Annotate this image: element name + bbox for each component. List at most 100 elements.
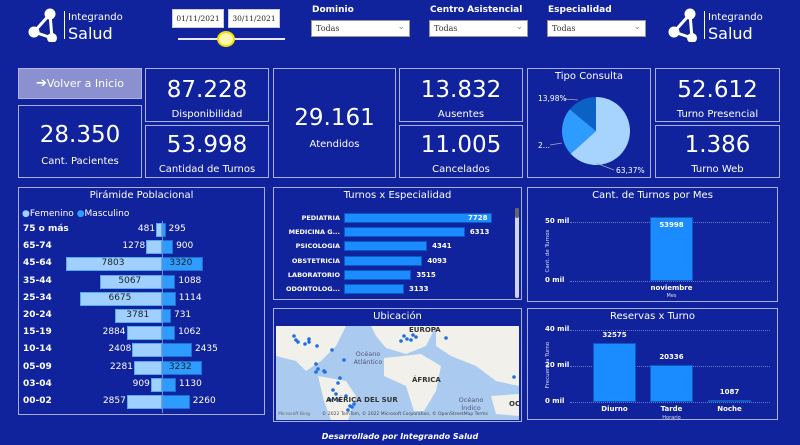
x-axis-title: Mes: [666, 293, 677, 299]
bar-masculino: [162, 343, 192, 358]
chart-title: Tipo Consulta: [554, 71, 624, 82]
kpi-label: Cant. Pacientes: [41, 156, 119, 167]
kpi-pacientes: 28.350 Cant. Pacientes: [18, 105, 142, 178]
axis-line: [162, 221, 163, 413]
bar-masculino: [162, 274, 176, 289]
location-marker: [307, 337, 311, 341]
select-value: Todas: [316, 24, 340, 33]
logo-text: Salud: [708, 24, 753, 43]
kpi-label: Disponibilidad: [171, 109, 243, 120]
category-label: LABORATORIO: [287, 270, 340, 279]
bar-value: 32575: [602, 331, 627, 340]
location-marker: [328, 398, 332, 402]
logo-text: Salud: [68, 24, 113, 43]
kpi-value: 1.386: [684, 132, 751, 158]
chart-title: Reservas x Turno: [610, 311, 695, 322]
bar-femenino: [79, 291, 162, 306]
category-label: OBSTETRICIA: [291, 256, 340, 265]
bar: [344, 284, 404, 294]
kpi-label: Turno Presencial: [676, 109, 759, 120]
kpi-label: Ausentes: [437, 109, 485, 120]
pie-leader-line: [563, 98, 579, 101]
kpi-value: 52.612: [677, 77, 758, 103]
logo-right: Integrando Salud: [668, 8, 763, 43]
bar-masculino: [162, 240, 174, 255]
location-marker: [315, 344, 319, 348]
scrollbar-thumb[interactable]: [515, 208, 519, 218]
bar-value: 7728: [468, 214, 488, 222]
location-marker: [336, 381, 340, 385]
logo-text: Integrando: [68, 12, 123, 23]
bar-masculino: [162, 326, 176, 341]
centro-asistencial-select[interactable]: Todas ⌄: [429, 20, 528, 37]
bar-femenino: [156, 223, 162, 237]
age-group-label: 05-09: [23, 361, 52, 372]
bar-femenino: [115, 309, 162, 323]
value-masculino: 3320: [169, 258, 193, 269]
chart-title: Cant. de Turnos por Mes: [592, 190, 713, 201]
kpi-value: 29.161: [294, 105, 375, 131]
value-masculino: 295: [168, 224, 186, 234]
footer: Desarrollado por Integrando Salud: [321, 432, 479, 441]
chart-title: Turnos x Especialidad: [343, 190, 452, 201]
date-end-input[interactable]: 30/11/2021: [228, 9, 280, 28]
value-masculino: 1062: [178, 327, 201, 338]
map-copyright[interactable]: © 2022 TomTom, © 2022 Microsoft Corporat…: [322, 412, 488, 417]
age-group-label: 75 o más: [23, 224, 69, 234]
pie-label: 63,37%: [616, 166, 645, 175]
location-marker: [337, 398, 341, 402]
y-tick-label: 20 mil: [545, 361, 570, 369]
logo-divider: [704, 11, 705, 39]
legend-femenino[interactable]: Femenino: [29, 209, 74, 219]
piramide-panel: Pirámide Poblacional ●Femenino ●Masculin…: [18, 187, 265, 415]
value-femenino: 6675: [108, 292, 132, 303]
bar-masculino: [162, 291, 176, 306]
age-group-label: 15-19: [23, 327, 52, 338]
map[interactable]: EUROPA Océano Atlántico ÁFRICA AMÉRICA D…: [276, 326, 519, 420]
legend-masculino[interactable]: Masculino: [84, 209, 130, 219]
bar-femenino: [126, 395, 162, 409]
select-value: Todas: [434, 24, 458, 33]
bar: [344, 213, 492, 223]
pie-leader-line: [595, 162, 615, 171]
bar-value: 1087: [719, 388, 740, 397]
map-canvas[interactable]: [276, 326, 519, 420]
bar-femenino: [66, 257, 162, 272]
kpi-value: 87.228: [166, 77, 248, 103]
category-label: PSICOLOGIA: [295, 242, 340, 251]
bar: [344, 227, 465, 238]
value-femenino: 3781: [126, 310, 150, 320]
scrollbar[interactable]: [515, 208, 519, 298]
date-start-input[interactable]: 01/11/2021: [172, 9, 224, 28]
especialidad-select[interactable]: Todas ⌄: [547, 20, 646, 37]
value-femenino: 7803: [101, 258, 125, 269]
location-marker: [330, 348, 334, 352]
logo-text: Integrando: [708, 12, 763, 23]
bar-value: 53998: [659, 221, 684, 230]
location-marker: [402, 334, 406, 338]
turnos-especialidad-panel: Turnos x Especialidad PEDIATRIA 7728 MEDIC…: [273, 187, 522, 300]
network-logo-icon: [28, 8, 57, 42]
value-masculino: 1130: [178, 378, 202, 389]
bar: [344, 269, 412, 280]
age-group-label: 45-64: [23, 258, 52, 269]
pie-slice: [570, 97, 630, 165]
bar-femenino: [126, 326, 162, 341]
back-button[interactable]: ➔ Volver a Inicio: [18, 68, 142, 99]
kpi-label: Turno Web: [691, 164, 744, 175]
dominio-select[interactable]: Todas ⌄: [311, 20, 410, 37]
filter-label-dominio: Dominio: [312, 5, 354, 15]
ubicacion-panel: Ubicación EUROPA Océano Atlántico ÁFRICA…: [273, 308, 522, 422]
pie-label: 2...: [538, 141, 550, 150]
gridline: [570, 330, 770, 331]
chevron-down-icon: ⌄: [633, 22, 641, 32]
bar: [650, 217, 693, 281]
age-group-label: 35-44: [23, 275, 52, 286]
legend-dot-femenino: ●: [22, 209, 30, 219]
location-marker: [316, 367, 320, 371]
date-slider-handle[interactable]: [217, 31, 235, 47]
kpi-cancelados: 11.005 Cancelados: [399, 125, 523, 178]
value-masculino: 3232: [168, 361, 192, 372]
kpi-disponibilidad: 87.228 Disponibilidad: [145, 68, 269, 122]
location-marker: [405, 337, 409, 341]
